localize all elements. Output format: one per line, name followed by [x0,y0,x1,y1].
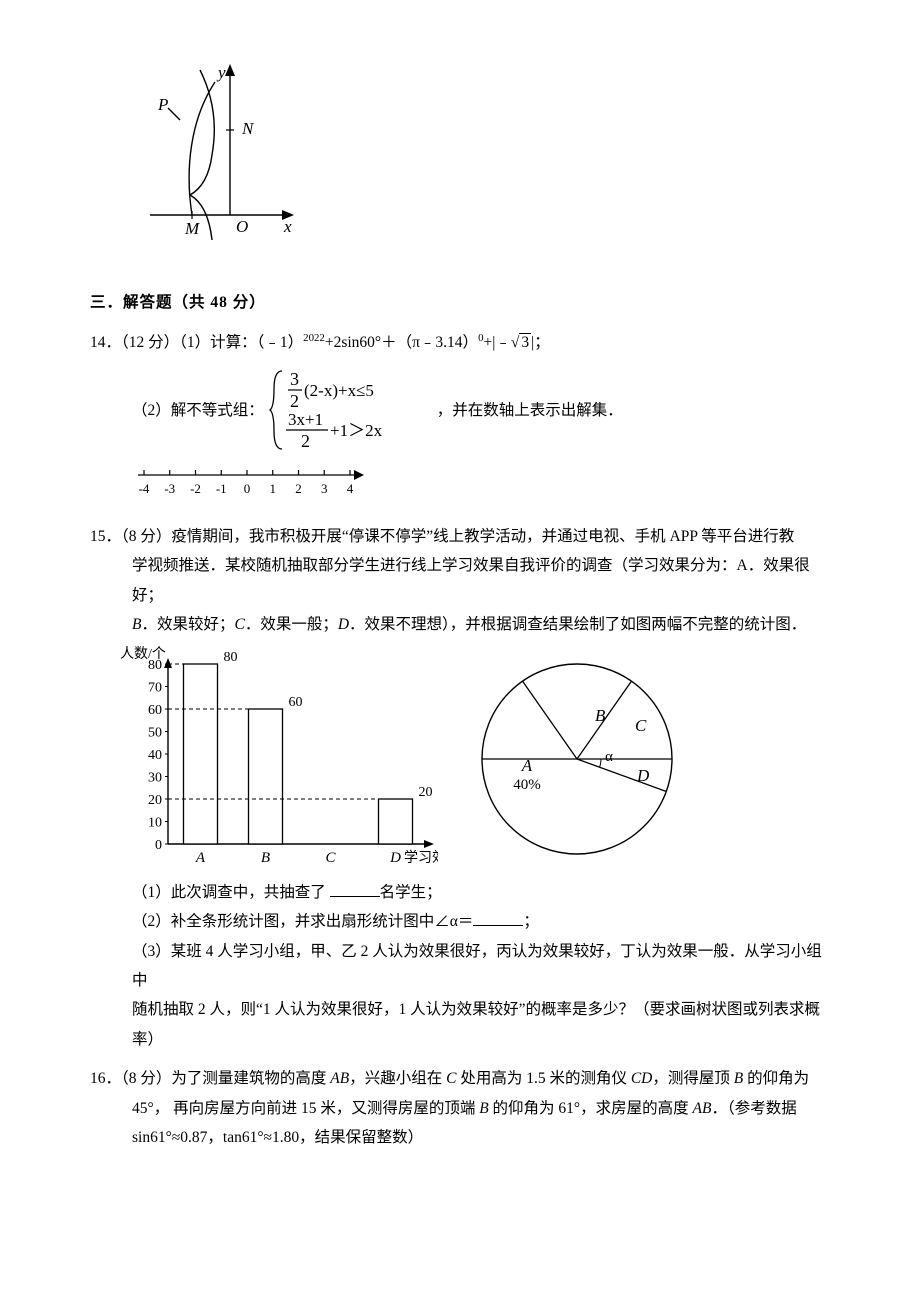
question-15: 15．（8 分）疫情期间，我市积极开展“停课不停学”线上教学活动，并通过电视、手… [90,522,830,1054]
q14-exp2022: 2022 [303,332,325,344]
q15-sub3c: 率） [90,1025,830,1054]
svg-text:3: 3 [290,369,299,389]
svg-text:A: A [521,756,533,775]
svg-text:学习效果: 学习效果 [404,850,438,866]
q14-l1c: +|﹣ [483,334,510,351]
svg-text:20: 20 [419,785,433,800]
question-14: 14．（12 分）（1）计算：（﹣1）2022+2sin60°＋（π﹣3.14）… [90,328,830,512]
q14-line2: （2）解不等式组： 3 2 (2-x)+x≤5 3x+1 2 +1＞2x ，并在… [90,365,830,455]
svg-text:60: 60 [289,695,303,710]
question-16: 16．（8 分）为了测量建筑物的高度 AB，兴趣小组在 C 处用高为 1.5 米… [90,1064,830,1152]
q15-l0: 15．（8 分）疫情期间，我市积极开展“停课不停学”线上教学活动，并通过电视、手… [90,522,830,551]
axes-svg: y x O N M P [130,60,300,260]
bar-chart: 人数/个0102030405060708080A60BC20D学习效果 [118,644,438,874]
number-line-svg: -4 -3 -2 -1 0 1 2 3 4 [132,461,372,501]
svg-text:4: 4 [347,481,354,496]
q14-sqrt3: √3 [511,333,531,351]
q15-l1: 学视频推送．某校随机抽取部分学生进行线上学习效果自我评价的调查（学习效果分为：A… [90,551,830,610]
svg-text:α: α [605,749,613,765]
svg-text:40: 40 [148,748,162,763]
q14-line1: 14．（12 分）（1）计算：（﹣1）2022+2sin60°＋（π﹣3.14）… [90,328,830,358]
q14-l2b: ，并在数轴上表示出解集． [437,396,623,425]
blank-2 [473,910,523,927]
svg-text:50: 50 [148,725,162,740]
svg-text:C: C [635,716,647,735]
svg-text:2: 2 [301,431,310,451]
blank-1 [330,880,380,897]
svg-text:2: 2 [290,391,299,411]
section-title: 三．解答题（共 48 分） [90,288,830,317]
O-label: O [236,217,248,236]
svg-text:80: 80 [148,658,162,673]
q16-l1: 45°， 再向房屋方向前进 15 米，又测得房屋的顶端 B 的仰角为 61°，求… [90,1094,830,1123]
svg-text:2: 2 [295,481,302,496]
svg-text:B: B [261,850,270,866]
svg-text:D: D [389,850,401,866]
q14-l1a: 14．（12 分）（1）计算：（﹣1） [90,334,303,351]
q14-l2a: （2）解不等式组： [132,396,264,425]
svg-text:-2: -2 [190,481,201,496]
svg-text:B: B [595,706,606,725]
q15-sub2: （2）补全条形统计图，并求出扇形统计图中∠α＝； [90,907,830,936]
axes-figure: y x O N M P [130,60,830,270]
svg-text:-4: -4 [139,481,150,496]
q16-l0: 16．（8 分）为了测量建筑物的高度 AB，兴趣小组在 C 处用高为 1.5 米… [90,1064,830,1093]
svg-text:60: 60 [148,703,162,718]
svg-text:1: 1 [270,481,277,496]
svg-text:40%: 40% [513,777,541,793]
q15-l2: B．效果较好；C．效果一般；D．效果不理想），并根据调查结果绘制了如图两幅不完整… [90,610,830,639]
svg-text:A: A [195,850,206,866]
svg-text:80: 80 [224,650,238,665]
svg-text:3x+1: 3x+1 [288,410,323,429]
q16-l2: sin61°≈0.87，tan61°≈1.80，结果保留整数） [90,1123,830,1152]
svg-text:0: 0 [244,481,251,496]
svg-text:+1＞2x: +1＞2x [330,421,383,440]
svg-text:-3: -3 [164,481,175,496]
q14-l1d: |； [531,334,550,351]
svg-text:0: 0 [155,838,162,853]
svg-text:(2-x)+x≤5: (2-x)+x≤5 [304,381,374,400]
svg-text:3: 3 [321,481,328,496]
svg-text:70: 70 [148,680,162,695]
svg-text:10: 10 [148,815,162,830]
y-label: y [216,63,226,82]
charts-row: 人数/个0102030405060708080A60BC20D学习效果 A40%… [118,644,830,874]
svg-text:20: 20 [148,793,162,808]
svg-text:C: C [325,850,336,866]
P-label: P [157,95,168,114]
svg-text:30: 30 [148,770,162,785]
q15-sub1: （1）此次调查中，共抽查了 名学生； [90,878,830,907]
inequality-system: 3 2 (2-x)+x≤5 3x+1 2 +1＞2x [268,365,433,455]
q15-sub3b: 随机抽取 2 人，则“1 人认为效果很好，1 人认为效果较好”的概率是多少？（要… [90,995,830,1024]
number-line: -4 -3 -2 -1 0 1 2 3 4 [132,461,830,511]
N-label: N [241,119,255,138]
svg-text:D: D [636,766,650,785]
pie-chart: A 40% B C Dα [462,644,692,874]
q14-l1b: +2sin60°＋（π﹣3.14） [325,334,478,351]
M-label: M [184,219,200,238]
svg-text:-1: -1 [216,481,227,496]
x-label: x [283,217,292,236]
q15-sub3a: （3）某班 4 人学习小组，甲、乙 2 人认为效果很好，丙认为效果较好，丁认为效… [90,937,830,996]
